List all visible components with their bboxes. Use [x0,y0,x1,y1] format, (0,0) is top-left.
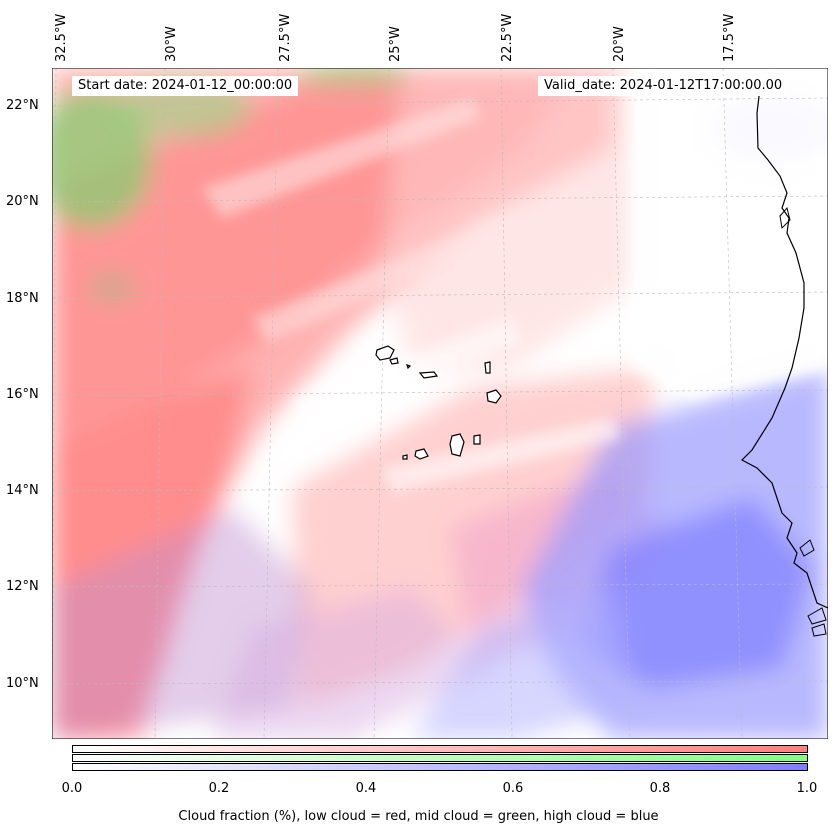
cloud-streaks [202,98,622,493]
lon-label-32-5w: 32.5°W [54,13,69,62]
lon-label-22-5w: 22.5°W [500,13,515,62]
island-boa-vista [486,389,502,404]
lat-label-18n: 18°N [6,291,39,306]
cloud-field [52,68,828,739]
coastline [741,87,828,609]
valid-date-label: Valid_date: 2024-01-12T17:00:00.00 [538,76,789,96]
coast-island-3 [811,623,827,637]
lat-label-12n: 12°N [6,579,39,594]
lat-label-20n: 20°N [6,194,39,209]
lat-label-10n: 10°N [6,676,39,691]
clear-sky-area [632,68,828,398]
island-santa-luzia [406,364,412,370]
coast-island-1 [799,539,815,557]
colorbar-tick-2: 0.4 [355,781,377,796]
colorbar-mid-cloud [72,754,808,762]
map-canvas [52,68,828,739]
island-maio [473,434,481,445]
island-sao-vicente [389,357,399,365]
colorbar-tick-1: 0.2 [208,781,230,796]
island-sao-nicolau [418,371,439,379]
lat-label-16n: 16°N [6,387,39,402]
colorbar-high-cloud [72,763,808,771]
colorbar-tick-5: 1.0 [796,781,818,796]
island-fogo [414,448,429,460]
island-sal [484,361,491,374]
lon-label-25w: 25°W [388,26,403,62]
lat-label-14n: 14°N [6,483,39,498]
cape-verde-islands [375,345,502,460]
coast-detail [779,206,791,230]
lon-label-30w: 30°W [164,26,179,62]
coast-island-2 [807,607,827,625]
cloud-fraction-map [52,68,828,739]
start-date-label: Start date: 2024-01-12_00:00:00 [72,76,299,96]
lon-label-27-5w: 27.5°W [278,13,293,62]
island-santo-antao [375,345,395,361]
lon-label-20w: 20°W [612,26,627,62]
colorbar-title: Cloud fraction (%), low cloud = red, mid… [178,809,659,824]
lon-label-17-5w: 17.5°W [722,13,737,62]
colorbar-tick-4: 0.8 [649,781,671,796]
colorbar-tick-3: 0.6 [502,781,524,796]
island-brava [402,454,408,460]
island-santiago [449,433,465,457]
colorbar-low-cloud [72,745,808,753]
lat-label-22n: 22°N [6,98,39,113]
graticule [52,68,828,739]
colorbar-tick-0: 0.0 [61,781,83,796]
